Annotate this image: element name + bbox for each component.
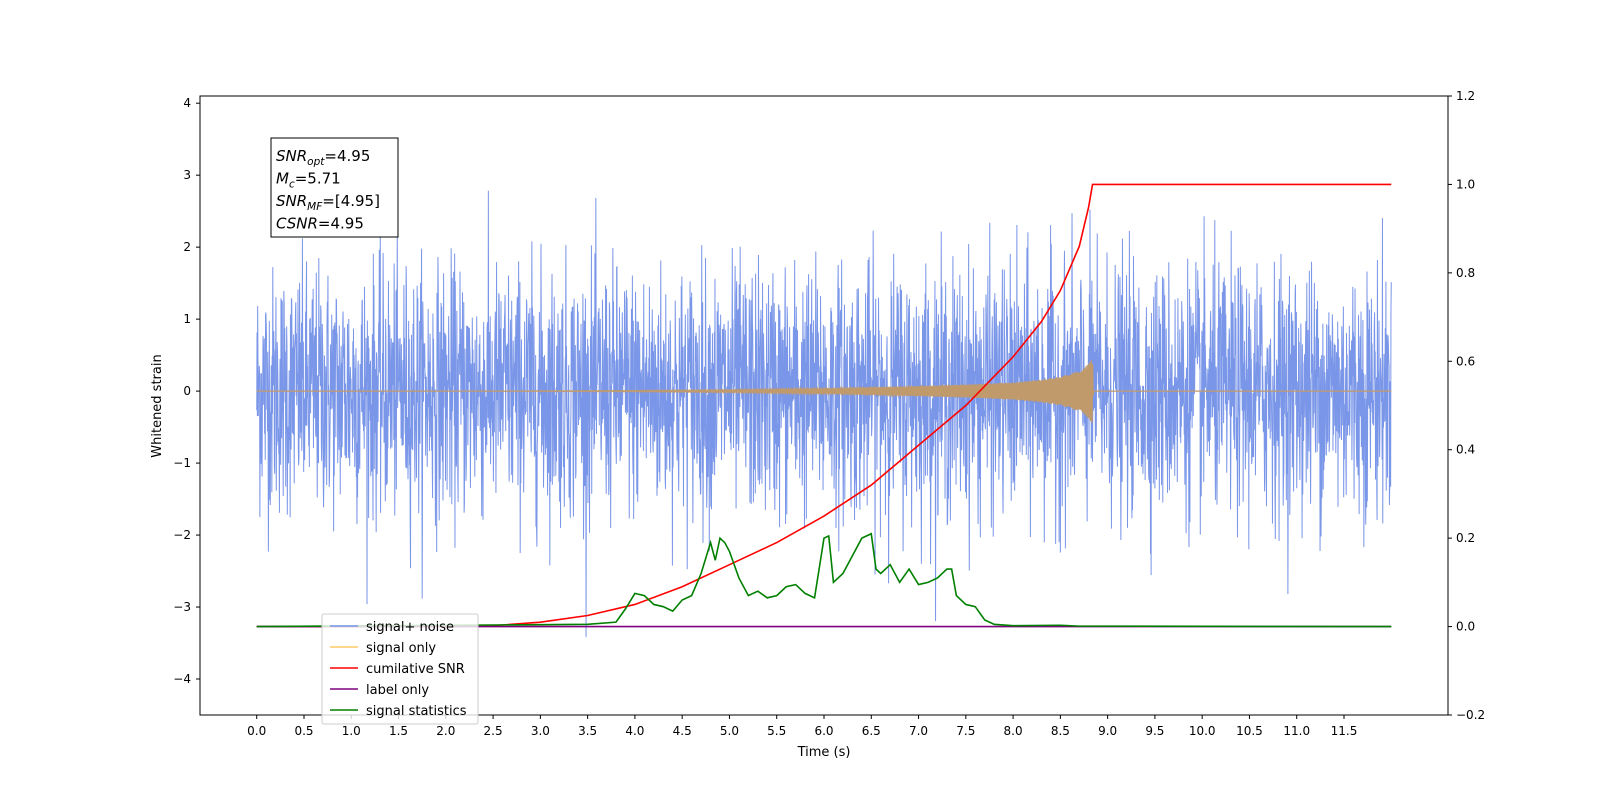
y-tick-label: 4 <box>183 96 191 110</box>
x-tick-label: 3.5 <box>578 724 597 738</box>
annotation-line: Mc=5.71 <box>276 170 341 191</box>
annotation-frame <box>270 137 399 238</box>
series-line <box>256 360 1392 423</box>
y-tick-label: 1 <box>183 312 191 326</box>
x-tick-label: 9.5 <box>1145 724 1164 738</box>
y-tick-label: −4 <box>173 672 191 686</box>
x-tick-label: 1.5 <box>389 724 408 738</box>
legend: signal+ noise signal only cumilative SNR la… <box>321 613 479 725</box>
y2-tick-label: 0.0 <box>1456 620 1475 634</box>
y-axis-right: −0.2 0.0 0.2 0.4 0.6 0.8 1.0 1.2 <box>1448 89 1485 722</box>
x-tick-label: 5.5 <box>767 724 786 738</box>
x-tick-label: 9.0 <box>1098 724 1117 738</box>
x-axis: 0.0 0.5 1.0 1.5 2.0 2.5 3.0 3.5 4.0 4.5 5.0 5.5 6.0 6… <box>247 715 1357 738</box>
x-tick-label: 3.0 <box>531 724 550 738</box>
x-tick-label: 11.0 <box>1283 724 1310 738</box>
y2-tick-label: −0.2 <box>1456 708 1485 722</box>
annotation-line: CSNR=4.95 <box>276 215 364 233</box>
x-tick-label: 11.5 <box>1331 724 1358 738</box>
x-tick-label: 6.0 <box>814 724 833 738</box>
series-line <box>256 190 1392 638</box>
y-tick-label: 0 <box>183 384 191 398</box>
x-tick-label: 0.0 <box>247 724 266 738</box>
annotation-line: SNRopt=4.95 <box>276 147 370 168</box>
x-tick-label: 7.0 <box>909 724 928 738</box>
x-tick-label: 5.0 <box>720 724 739 738</box>
y2-tick-label: 0.2 <box>1456 531 1475 545</box>
y-tick-label: 3 <box>183 168 191 182</box>
y2-tick-label: 1.0 <box>1456 177 1475 191</box>
x-tick-label: 8.0 <box>1004 724 1023 738</box>
legend-item: signal only <box>366 641 436 656</box>
y-tick-label: −1 <box>173 456 191 470</box>
y-tick-label: −2 <box>173 528 191 542</box>
series-line <box>256 532 1392 628</box>
x-tick-label: 2.5 <box>484 724 503 738</box>
x-tick-label: 8.5 <box>1051 724 1070 738</box>
legend-item: cumilative SNR <box>366 662 465 677</box>
legend-item: signal+ noise <box>366 620 454 635</box>
legend-item: signal statistics <box>366 704 467 719</box>
x-tick-label: 6.5 <box>862 724 881 738</box>
plot-area <box>256 183 1392 638</box>
y-axis-left: −4 −3 −2 −1 0 1 2 3 4 <box>173 96 200 686</box>
x-tick-label: 10.0 <box>1189 724 1216 738</box>
y2-tick-label: 1.2 <box>1456 89 1475 103</box>
y2-tick-label: 0.8 <box>1456 266 1475 280</box>
x-tick-label: 7.5 <box>956 724 975 738</box>
x-axis-label: Time (s) <box>797 745 851 760</box>
x-tick-label: 4.5 <box>673 724 692 738</box>
x-tick-label: 1.0 <box>342 724 361 738</box>
annotation-line: SNRMF=[4.95] <box>276 192 380 213</box>
series-line <box>256 183 1392 628</box>
y2-tick-label: 0.4 <box>1456 443 1475 457</box>
y-tick-label: −3 <box>173 600 191 614</box>
y-tick-label: 2 <box>183 240 191 254</box>
legend-frame <box>321 613 479 725</box>
x-tick-label: 10.5 <box>1236 724 1263 738</box>
x-tick-label: 2.0 <box>436 724 455 738</box>
x-tick-label: 0.5 <box>294 724 313 738</box>
y-axis-label: Whitened strain <box>150 354 165 457</box>
x-tick-label: 4.0 <box>625 724 644 738</box>
legend-item: label only <box>366 683 429 698</box>
y2-tick-label: 0.6 <box>1456 354 1475 368</box>
